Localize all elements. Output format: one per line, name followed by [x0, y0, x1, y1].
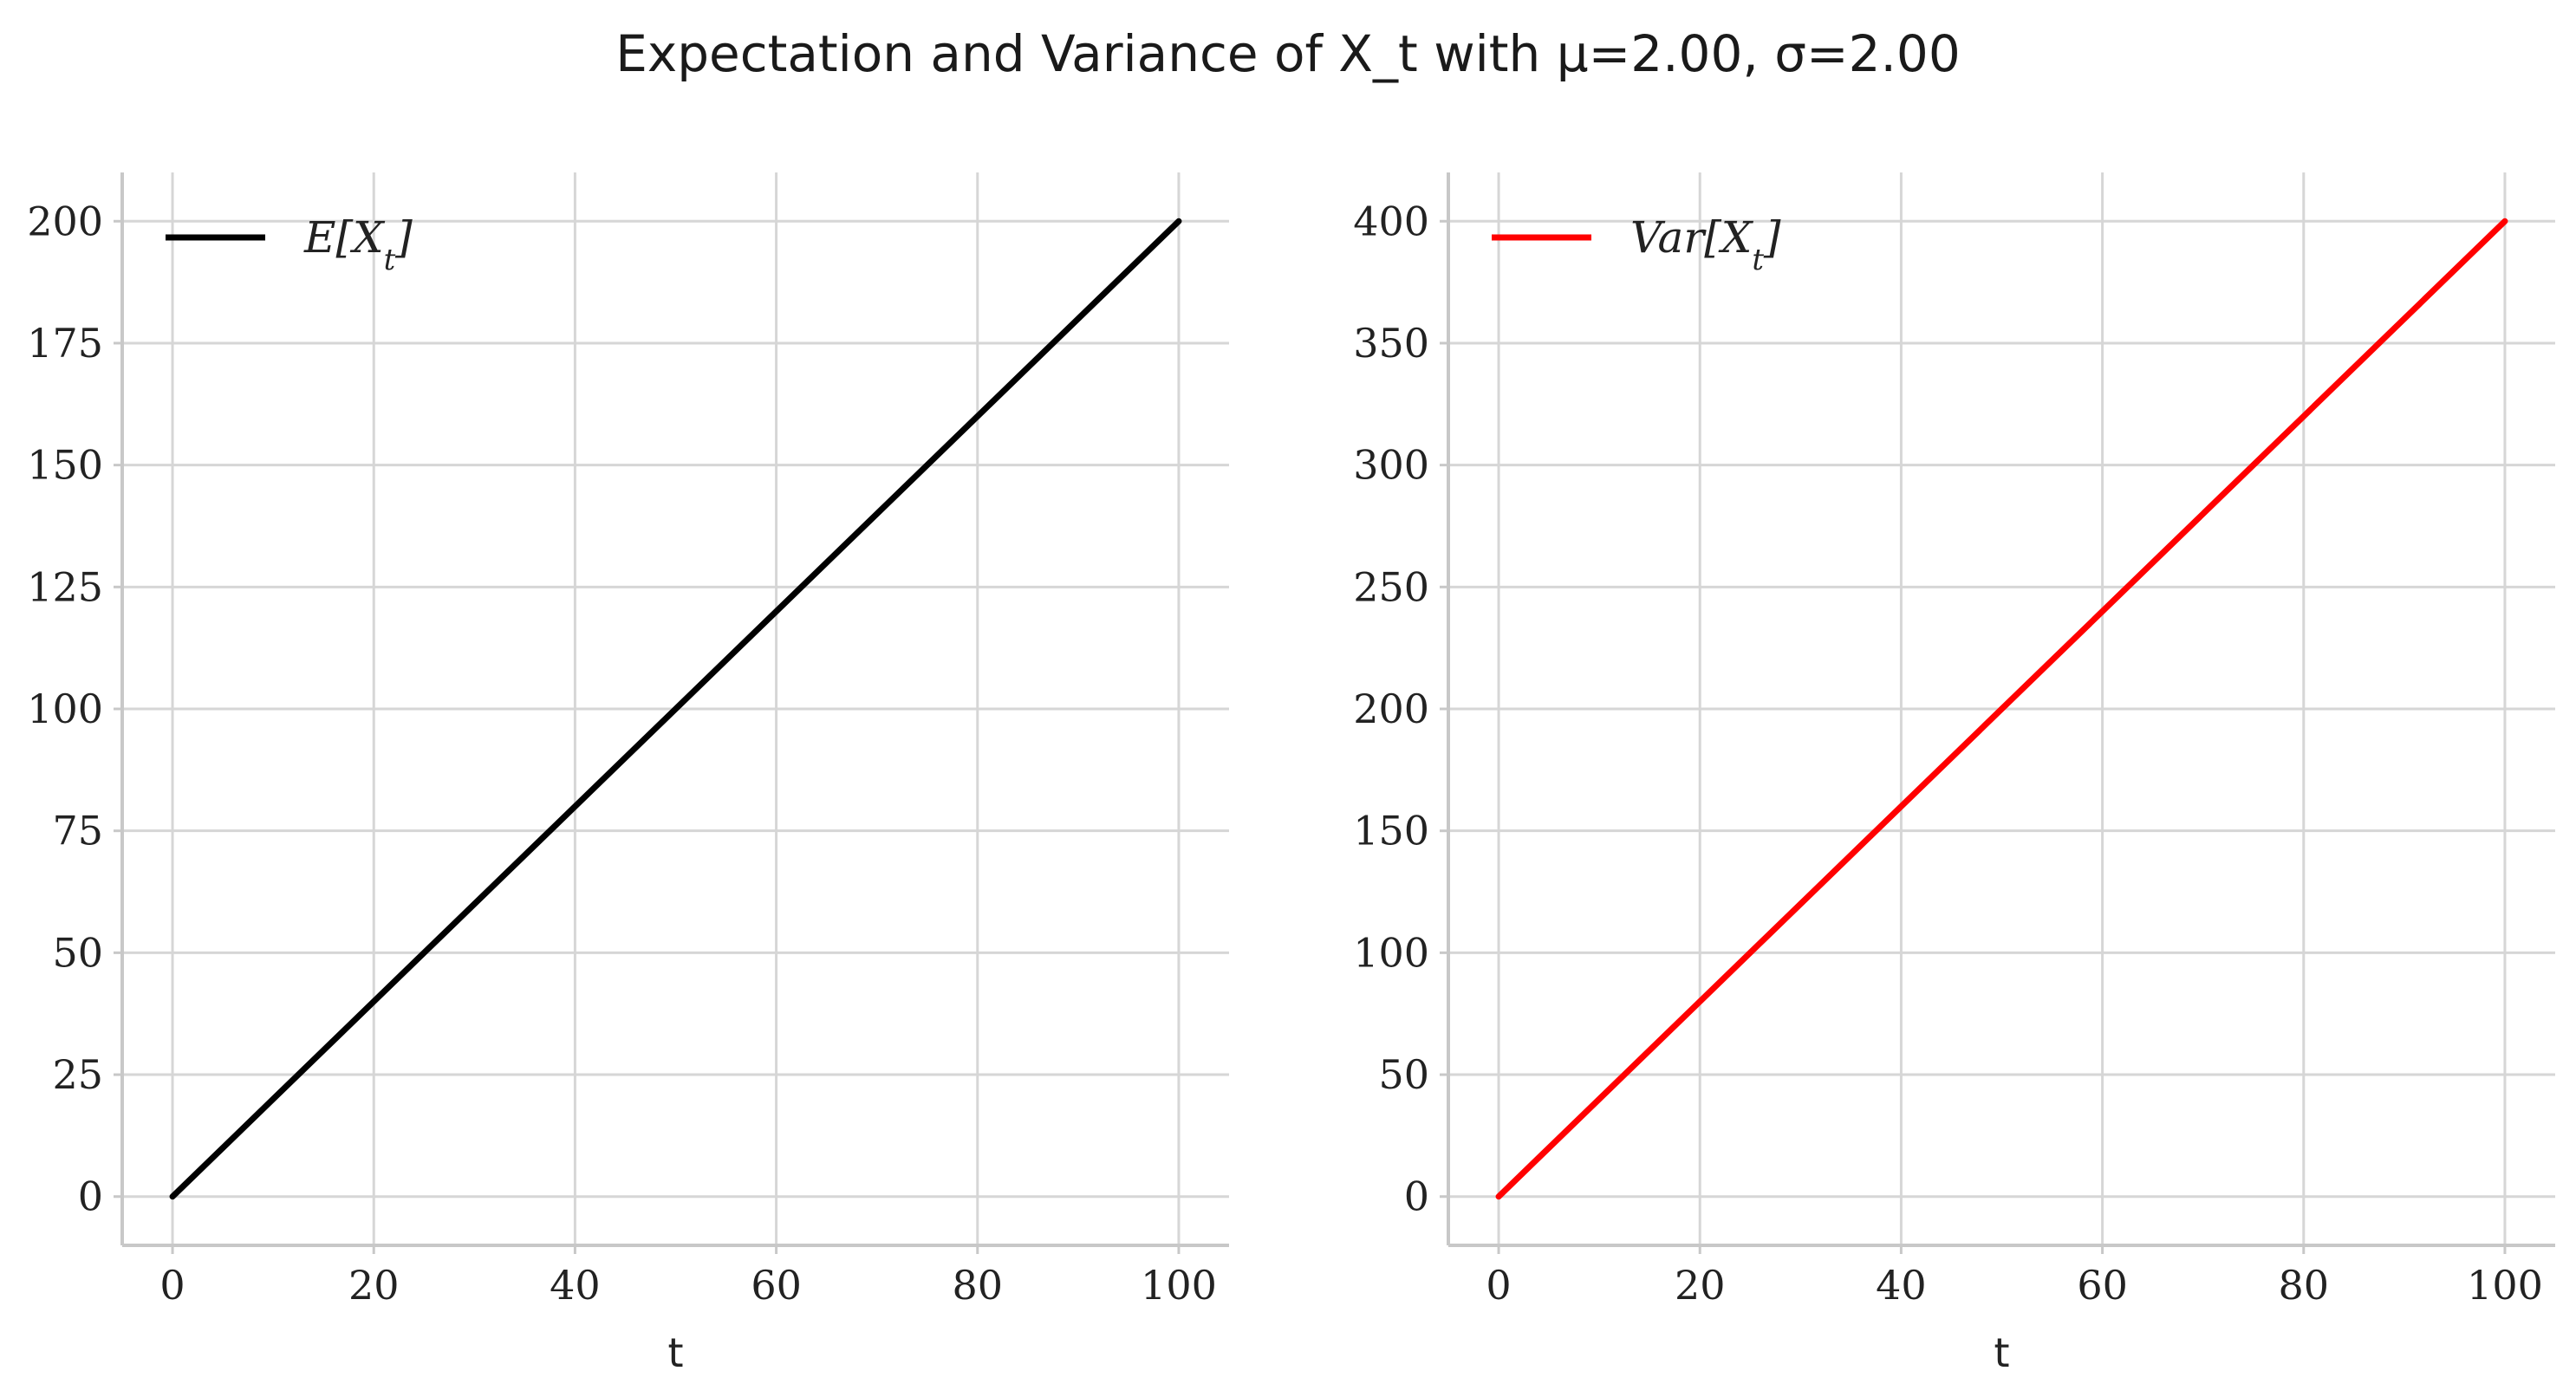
expectation-legend-base: E[X [303, 212, 386, 263]
variance-legend-label: Var[Xt] [1630, 212, 1781, 277]
expectation-y-tick-label: 150 [27, 442, 103, 489]
expectation-x-tick-label: 100 [1141, 1262, 1217, 1309]
variance-legend-subscript: t [1752, 243, 1764, 277]
variance-y-tick-label: 50 [1378, 1051, 1429, 1098]
variance-y-tick-label: 0 [1404, 1173, 1429, 1220]
variance-x-tick-label: 20 [1675, 1262, 1726, 1309]
variance-y-tick-label: 250 [1353, 563, 1429, 610]
expectation-y-tick-label: 50 [52, 929, 103, 976]
expectation-y-tick-label: 175 [27, 320, 103, 367]
expectation-y-tick-label: 125 [27, 563, 103, 610]
variance-x-tick-label: 0 [1486, 1262, 1511, 1309]
expectation-legend-subscript: t [384, 243, 396, 277]
variance-x-tick-label: 100 [2467, 1262, 2543, 1309]
expectation-x-tick-label: 0 [159, 1262, 185, 1309]
variance-y-tick-label: 200 [1353, 686, 1429, 732]
expectation-x-tick-label: 40 [550, 1262, 601, 1309]
expectation-x-axis-label: t [667, 1329, 683, 1376]
expectation-y-tick-label: 200 [27, 198, 103, 244]
variance-legend-base: Var[X [1630, 212, 1754, 263]
variance-panel: 0 20 40 60 80 100050100150200250300350400tVar… [1353, 172, 2555, 1376]
variance-y-tick-label: 300 [1353, 442, 1429, 489]
variance-y-tick-label: 400 [1353, 198, 1429, 244]
expectation-legend-tail: ] [394, 212, 413, 263]
variance-x-axis-label: t [1994, 1329, 2009, 1376]
expectation-series-line [169, 218, 1182, 1200]
expectation-y-tick-label: 25 [52, 1051, 103, 1098]
variance-series-line [1495, 218, 2508, 1200]
variance-x-tick-label: 40 [1876, 1262, 1927, 1309]
variance-legend-tail: ] [1763, 212, 1781, 263]
expectation-x-tick-label: 80 [952, 1262, 1003, 1309]
figure-title: Expectation and Variance of X_t with μ=2… [615, 24, 1960, 83]
variance-x-tick-label: 60 [2077, 1262, 2128, 1309]
expectation-x-tick-label: 20 [348, 1262, 400, 1309]
expectation-legend-label: E[Xt] [303, 212, 413, 277]
variance-y-tick-label: 100 [1353, 929, 1429, 976]
expectation-x-tick-label: 60 [751, 1262, 802, 1309]
variance-x-tick-label: 80 [2278, 1262, 2329, 1309]
expectation-y-tick-label: 0 [78, 1173, 103, 1220]
variance-y-tick-label: 350 [1353, 320, 1429, 367]
expectation-y-tick-label: 75 [52, 808, 103, 854]
variance-y-tick-label: 150 [1353, 808, 1429, 854]
expectation-y-tick-label: 100 [27, 686, 103, 732]
